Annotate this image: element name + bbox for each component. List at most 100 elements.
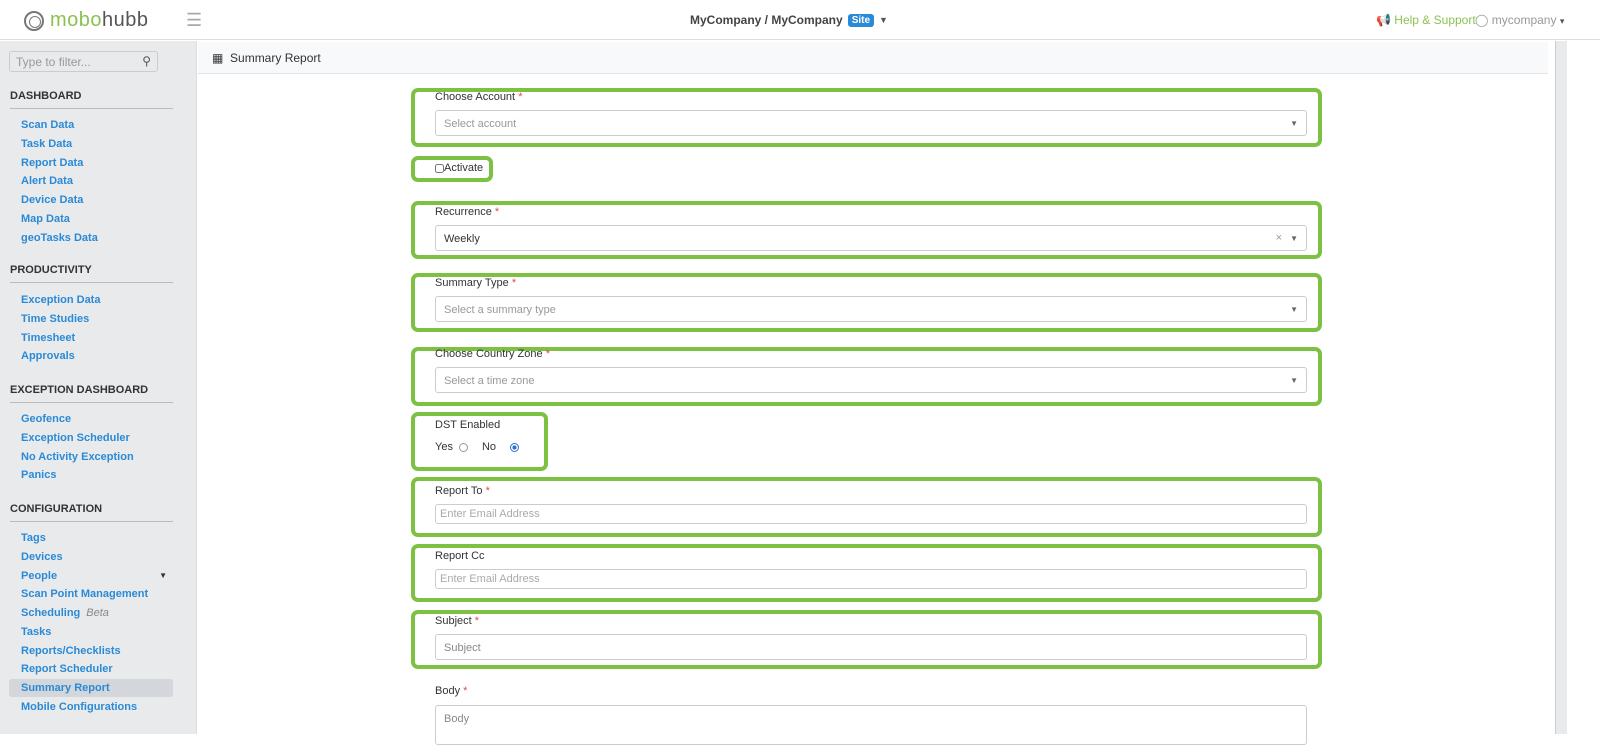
report-cc-label: Report Cc bbox=[435, 550, 485, 562]
activate-checkbox[interactable] bbox=[435, 163, 444, 173]
caret-down-icon: ▼ bbox=[1290, 376, 1298, 385]
recurrence-select[interactable]: Weekly × ▼ bbox=[435, 225, 1307, 251]
account-label: Choose Account * bbox=[435, 91, 523, 103]
sidebar-section-header: PRODUCTIVITY bbox=[10, 264, 173, 283]
dst-yes-label: Yes bbox=[435, 441, 453, 453]
sidebar-item-alert-data[interactable]: Alert Data bbox=[9, 172, 173, 190]
account-select[interactable]: Select account ▼ bbox=[435, 110, 1307, 136]
sidebar-item-label: Reports/Checklists bbox=[21, 644, 121, 657]
sidebar-item-label: Panics bbox=[21, 469, 57, 482]
activate-checkbox-label[interactable]: Activate bbox=[435, 162, 483, 174]
company-selector[interactable]: MyCompany / MyCompany Site ▼ bbox=[690, 13, 888, 27]
highlight-box bbox=[411, 347, 1322, 406]
zone-placeholder: Select a time zone bbox=[444, 375, 535, 387]
dst-yes-radio[interactable] bbox=[458, 442, 468, 452]
sidebar-item-label: Scheduling bbox=[21, 607, 81, 619]
user-menu[interactable]: ◯ mycompany ▾ bbox=[1475, 13, 1564, 27]
logo-text-b: hubb bbox=[102, 9, 149, 31]
sidebar-item-scan-data[interactable]: Scan Data bbox=[9, 116, 173, 134]
clear-icon[interactable]: × bbox=[1275, 232, 1282, 244]
sidebar-item-device-data[interactable]: Device Data bbox=[9, 191, 173, 209]
subject-input[interactable]: Subject bbox=[435, 634, 1307, 660]
help-support-link[interactable]: 📢 Help & Support bbox=[1376, 13, 1476, 27]
sidebar-item-report-scheduler[interactable]: Report Scheduler bbox=[9, 660, 173, 678]
logo[interactable]: mobo hubb bbox=[24, 9, 149, 32]
sidebar-item-time-studies[interactable]: Time Studies bbox=[9, 310, 173, 328]
body-textarea[interactable]: Body bbox=[435, 705, 1307, 745]
caret-down-icon: ▾ bbox=[1559, 16, 1565, 26]
sidebar-item-label: Task Data bbox=[21, 137, 73, 150]
caret-down-icon[interactable]: ▼ bbox=[159, 570, 167, 580]
sidebar-item-report-data[interactable]: Report Data bbox=[9, 154, 173, 172]
sidebar-item-exception-scheduler[interactable]: Exception Scheduler bbox=[9, 429, 173, 447]
sidebar-item-map-data[interactable]: Map Data bbox=[9, 210, 173, 228]
sidebar-item-label: Scan Data bbox=[21, 119, 75, 131]
summary-type-placeholder: Select a summary type bbox=[444, 304, 556, 316]
breadcrumb: ▦ Summary Report bbox=[198, 42, 1548, 74]
sidebar-item-reports-checklists[interactable]: Reports/Checklists bbox=[9, 642, 173, 660]
sidebar-item-task-data[interactable]: Task Data bbox=[9, 135, 173, 153]
sidebar-item-summary-report[interactable]: Summary Report bbox=[9, 679, 173, 697]
report-to-label: Report To * bbox=[435, 485, 490, 497]
beta-badge: Beta bbox=[86, 607, 109, 619]
sidebar-item-scan-point-management[interactable]: Scan Point Management bbox=[9, 585, 173, 603]
sidebar-item-geofence[interactable]: Geofence bbox=[9, 410, 173, 428]
highlight-box bbox=[411, 412, 548, 471]
sidebar-item-mobile-configurations[interactable]: Mobile Configurations bbox=[9, 698, 173, 716]
dst-label: DST Enabled bbox=[435, 419, 501, 431]
sidebar-item-timesheet[interactable]: Timesheet bbox=[9, 329, 173, 347]
sidebar-item-approvals[interactable]: Approvals bbox=[9, 347, 173, 365]
search-icon[interactable]: ⚲ bbox=[142, 54, 151, 68]
top-header: mobo hubb ☰ MyCompany / MyCompany Site ▼ 📢 … bbox=[0, 0, 1600, 40]
sidebar-item-label: Time Studies bbox=[21, 312, 90, 325]
filter-input[interactable]: Type to filter... ⚲ bbox=[9, 51, 158, 72]
sidebar-item-label: Tags bbox=[21, 532, 46, 544]
scrollbar[interactable] bbox=[1555, 41, 1567, 734]
company-name: MyCompany / MyCompany bbox=[690, 13, 843, 27]
highlight-box bbox=[411, 201, 1322, 259]
logo-text-a: mobo bbox=[50, 9, 103, 31]
sidebar-section-header: CONFIGURATION bbox=[10, 503, 173, 522]
logo-icon bbox=[24, 10, 44, 31]
sidebar-item-label: People bbox=[21, 569, 58, 582]
summary-type-select[interactable]: Select a summary type ▼ bbox=[435, 296, 1307, 322]
menu-toggle-icon[interactable]: ☰ bbox=[186, 10, 203, 30]
caret-down-icon: ▼ bbox=[1290, 119, 1298, 128]
zone-label: Choose Country Zone * bbox=[435, 348, 550, 360]
sidebar-item-label: Exception Scheduler bbox=[21, 431, 130, 444]
sidebar-item-label: No Activity Exception bbox=[21, 450, 134, 463]
report-cc-input[interactable]: Enter Email Address bbox=[435, 569, 1307, 589]
caret-down-icon: ▼ bbox=[879, 15, 888, 25]
sidebar-item-tags[interactable]: Tags bbox=[9, 529, 173, 547]
sidebar-item-label: Geofence bbox=[21, 413, 72, 425]
highlight-box bbox=[411, 610, 1322, 669]
subject-label: Subject * bbox=[435, 615, 480, 627]
sidebar-item-no-activity-exception[interactable]: No Activity Exception bbox=[9, 448, 173, 466]
sidebar-item-label: Device Data bbox=[21, 194, 84, 206]
sidebar-item-label: Map Data bbox=[21, 212, 70, 225]
sidebar-item-scheduling[interactable]: Scheduling Beta bbox=[9, 604, 173, 622]
sidebar-item-tasks[interactable]: Tasks bbox=[9, 623, 173, 641]
highlight-box bbox=[411, 273, 1322, 332]
sidebar-item-devices[interactable]: Devices bbox=[9, 548, 173, 566]
dst-radio-group: Yes No bbox=[435, 441, 525, 453]
sidebar-item-label: Timesheet bbox=[21, 331, 76, 344]
sidebar-item-exception-data[interactable]: Exception Data bbox=[9, 291, 173, 309]
dst-no-radio[interactable] bbox=[510, 442, 520, 452]
user-icon: ◯ bbox=[1475, 13, 1489, 27]
page-title: Summary Report bbox=[230, 51, 321, 65]
body-label: Body * bbox=[435, 685, 468, 697]
user-name: mycompany bbox=[1491, 13, 1557, 27]
sidebar-item-people[interactable]: People ▼ bbox=[9, 567, 173, 585]
zone-select[interactable]: Select a time zone ▼ bbox=[435, 367, 1307, 393]
recurrence-value: Weekly bbox=[444, 233, 480, 245]
highlight-box bbox=[411, 156, 493, 182]
highlight-box bbox=[411, 544, 1322, 602]
sidebar-item-label: Alert Data bbox=[21, 175, 73, 188]
report-to-input[interactable]: Enter Email Address bbox=[435, 504, 1307, 524]
sidebar-item-label: Mobile Configurations bbox=[21, 700, 138, 713]
sidebar-item-geotasks-data[interactable]: geoTasks Data bbox=[9, 229, 173, 247]
sidebar-section-header: DASHBOARD bbox=[10, 90, 173, 109]
sidebar-item-panics[interactable]: Panics bbox=[9, 466, 173, 484]
sidebar: Type to filter... ⚲ DASHBOARD Scan Data Tas… bbox=[0, 41, 197, 734]
